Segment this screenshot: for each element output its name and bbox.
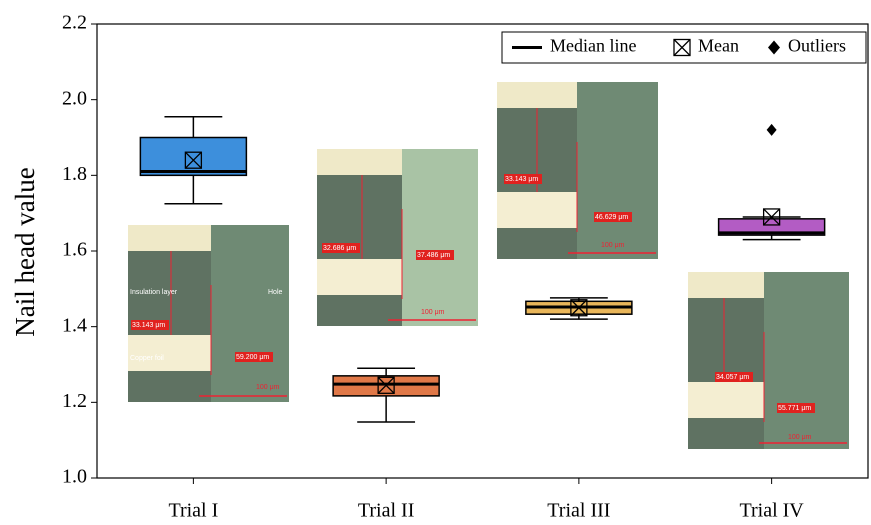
inset-hole xyxy=(402,149,478,326)
y-tick-label: 1.4 xyxy=(62,314,87,336)
inset-label: 46.629 μm xyxy=(595,214,628,221)
legend-label: Median line xyxy=(550,36,636,56)
inset-label: Hole xyxy=(268,289,283,296)
inset-hole xyxy=(764,272,849,449)
inset-label: Copper foil xyxy=(130,355,164,362)
inset-image: 33.143 μm 46.629 μm 100 μm xyxy=(497,82,658,259)
inset-foil xyxy=(497,82,577,108)
inset-image: 34.057 μm 55.771 μm 100 μm xyxy=(688,272,849,449)
inset-label: Insulation layer xyxy=(130,289,178,296)
x-tick-label: Trial III xyxy=(547,500,610,522)
inset-layer xyxy=(688,272,764,449)
y-tick-label: 1.8 xyxy=(62,163,87,185)
inset-label: 33.143 μm xyxy=(505,176,538,183)
y-axis-label: Nail head value xyxy=(10,167,40,336)
inset-label: 33.143 μm xyxy=(132,322,165,329)
inset-label: 55.771 μm xyxy=(778,405,811,412)
y-tick-label: 2.2 xyxy=(62,12,87,34)
inset-foil xyxy=(128,335,211,371)
box xyxy=(140,138,246,176)
inset-foil xyxy=(317,259,402,295)
inset-label: 100 μm xyxy=(256,384,280,391)
outlier xyxy=(767,124,777,136)
inset-layer xyxy=(128,225,211,402)
inset-label: 100 μm xyxy=(788,434,812,441)
legend-label: Outliers xyxy=(788,36,846,56)
x-tick-label: Trial II xyxy=(358,500,414,522)
inset-label: 37.486 μm xyxy=(417,252,450,259)
x-tick-label: Trial I xyxy=(168,500,218,522)
inset-image: Insulation layer Hole 33.143 μm Copper foil… xyxy=(128,225,289,402)
inset-label: 34.057 μm xyxy=(716,374,749,381)
inset-label: 100 μm xyxy=(421,309,445,316)
inset-foil xyxy=(128,225,211,251)
inset-label: 32.686 μm xyxy=(323,245,356,252)
inset-hole xyxy=(577,82,658,259)
inset-image: 32.686 μm 37.486 μm 100 μm xyxy=(317,149,478,326)
x-tick-label: Trial IV xyxy=(739,500,804,522)
y-tick-label: 1.6 xyxy=(62,239,87,261)
inset-foil xyxy=(497,192,577,228)
legend-label: Mean xyxy=(698,36,739,56)
inset-hole xyxy=(211,225,289,402)
inset-layer xyxy=(317,149,402,326)
inset-label: 100 μm xyxy=(601,242,625,249)
inset-foil xyxy=(317,149,402,175)
chart: Nail head value Insulation layer Hole 33.1… xyxy=(0,0,871,525)
inset-foil xyxy=(688,272,764,298)
inset-foil xyxy=(688,382,764,418)
y-tick-label: 2.0 xyxy=(62,87,87,109)
y-tick-label: 1.2 xyxy=(62,390,87,412)
inset-label: 59.200 μm xyxy=(236,354,269,361)
y-tick-label: 1.0 xyxy=(62,466,87,488)
